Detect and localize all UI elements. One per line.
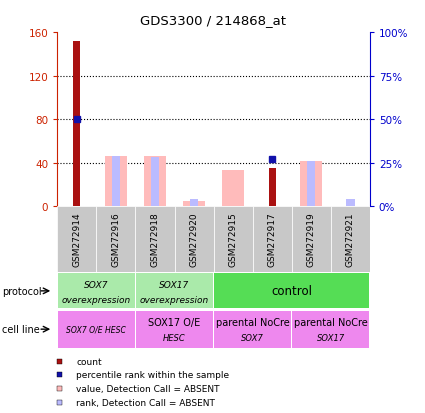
Bar [57, 373, 62, 377]
Bar [105, 157, 127, 206]
Text: SOX7 O/E HESC: SOX7 O/E HESC [66, 325, 126, 334]
Text: HESC: HESC [163, 334, 186, 342]
Text: GSM272917: GSM272917 [268, 212, 277, 267]
Bar [269, 169, 276, 206]
Bar [136, 274, 213, 309]
Bar [57, 386, 62, 391]
Bar [214, 274, 369, 309]
Bar [57, 400, 62, 405]
Text: GSM272916: GSM272916 [111, 212, 120, 267]
Text: SOX7: SOX7 [241, 334, 264, 342]
Text: GDS3300 / 214868_at: GDS3300 / 214868_at [139, 14, 286, 27]
Bar [57, 359, 62, 364]
Text: GSM272919: GSM272919 [307, 212, 316, 267]
Text: GSM272914: GSM272914 [72, 212, 82, 267]
Bar [190, 199, 198, 206]
Bar [175, 206, 213, 273]
Text: SOX17 O/E: SOX17 O/E [148, 317, 201, 327]
Text: SOX7: SOX7 [84, 280, 109, 289]
Bar [346, 199, 354, 206]
Text: control: control [271, 285, 312, 298]
Text: GSM272920: GSM272920 [190, 212, 198, 267]
Bar [144, 157, 166, 206]
Text: overexpression: overexpression [140, 295, 209, 304]
Bar [300, 162, 322, 206]
Text: cell line: cell line [2, 324, 40, 335]
Text: SOX17: SOX17 [317, 334, 345, 342]
Text: parental NoCre: parental NoCre [294, 317, 368, 327]
Text: value, Detection Call = ABSENT: value, Detection Call = ABSENT [76, 384, 220, 393]
Bar [331, 206, 370, 273]
Bar [58, 311, 135, 348]
Bar [222, 171, 244, 206]
Text: SOX17: SOX17 [159, 280, 190, 289]
Bar [307, 161, 315, 206]
Text: count: count [76, 357, 102, 366]
Text: protocol: protocol [2, 286, 42, 296]
Text: percentile rank within the sample: percentile rank within the sample [76, 370, 230, 380]
Text: GSM272915: GSM272915 [229, 212, 238, 267]
Text: parental NoCre: parental NoCre [216, 317, 289, 327]
Bar [213, 206, 252, 273]
Text: rank, Detection Call = ABSENT: rank, Detection Call = ABSENT [76, 398, 215, 407]
Bar [74, 42, 80, 206]
Text: overexpression: overexpression [62, 295, 131, 304]
Text: GSM272921: GSM272921 [346, 212, 355, 267]
Bar [292, 206, 331, 273]
Bar [292, 311, 369, 348]
Bar [151, 158, 159, 206]
Bar [214, 311, 291, 348]
Text: GSM272918: GSM272918 [150, 212, 159, 267]
Bar [57, 206, 96, 273]
Bar [96, 206, 136, 273]
Bar [183, 201, 205, 206]
Bar [58, 274, 135, 309]
Bar [252, 206, 292, 273]
Bar [112, 156, 120, 206]
Bar [136, 311, 213, 348]
Bar [136, 206, 175, 273]
